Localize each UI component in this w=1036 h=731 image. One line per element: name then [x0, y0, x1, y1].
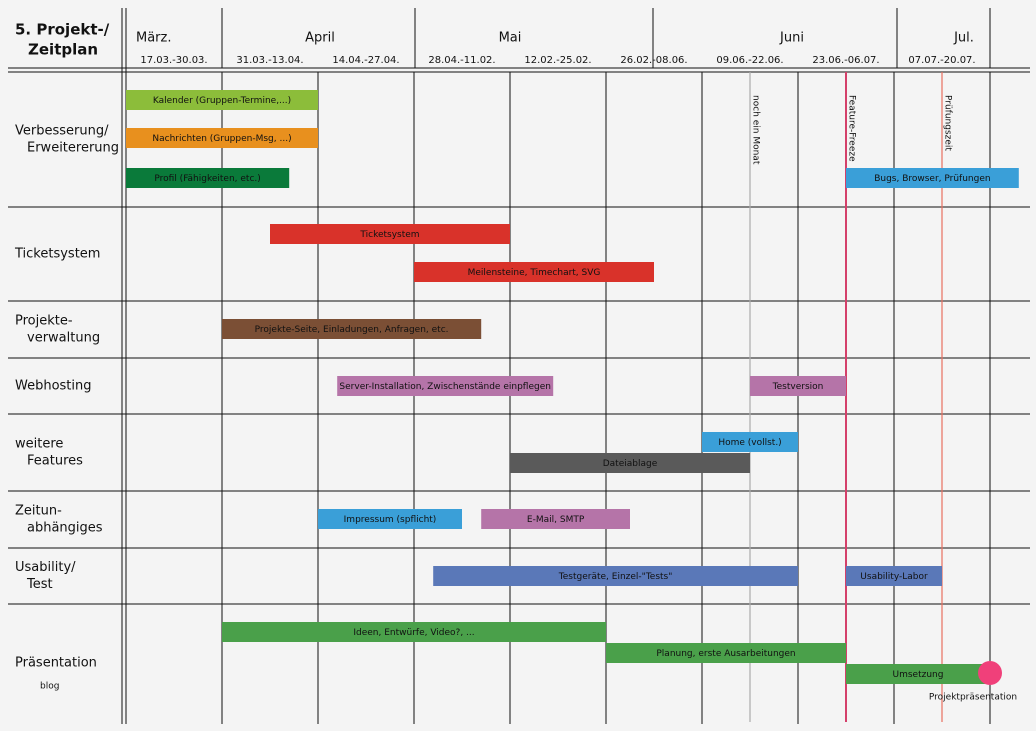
task-bar — [126, 128, 318, 148]
month-label: März. — [136, 31, 171, 46]
task-bar — [606, 643, 846, 663]
period-label: 17.03.-30.03. — [140, 55, 207, 66]
row-label: Projekte- — [15, 314, 73, 329]
period-label: 14.04.-27.04. — [332, 55, 399, 66]
month-label: April — [305, 31, 335, 46]
task-label: Impressum (spflicht) — [344, 515, 437, 525]
task-label: E-Mail, SMTP — [527, 515, 585, 525]
task-label: Planung, erste Ausarbeitungen — [656, 649, 795, 659]
task-label: Kalender (Gruppen-Termine,...) — [153, 96, 291, 106]
task-bar — [318, 509, 462, 529]
period-label: 12.02.-25.02. — [524, 55, 591, 66]
period-label: 31.03.-13.04. — [236, 55, 303, 66]
row-label: verwaltung — [27, 331, 100, 346]
period-label: 23.06.-06.07. — [812, 55, 879, 66]
period-label: 07.07.-20.07. — [908, 55, 975, 66]
marker-label: noch ein Monat — [751, 95, 761, 165]
marker-label: Feature-Freeze — [847, 95, 857, 162]
task-label: Usability-Labor — [860, 572, 928, 582]
frame — [8, 8, 1030, 724]
task-bar — [126, 90, 318, 110]
task-label: Bugs, Browser, Prüfungen — [874, 174, 990, 184]
watermark: blog — [40, 682, 59, 692]
task-label: Projekte-Seite, Einladungen, Anfragen, e… — [255, 325, 449, 335]
task-label: Nachrichten (Gruppen-Msg, ...) — [152, 134, 291, 144]
task-bar — [481, 509, 630, 529]
task-bar — [270, 224, 510, 244]
row-label: weitere — [15, 437, 63, 452]
task-bar — [126, 168, 290, 188]
row-label: Verbesserung/ — [15, 124, 109, 139]
row-label: Test — [26, 577, 53, 592]
task-bar — [846, 566, 942, 586]
month-label: Mai — [499, 31, 522, 46]
title: 5. Projekt-/ — [15, 21, 110, 39]
row-label: Webhosting — [15, 379, 92, 394]
task-label: Testversion — [772, 382, 824, 392]
task-label: Ticketsystem — [359, 230, 419, 240]
task-bar — [750, 376, 846, 396]
task-label: Dateiablage — [603, 459, 658, 469]
row-label: Usability/ — [15, 560, 76, 575]
task-bar — [222, 319, 482, 339]
row-label: Features — [27, 454, 83, 469]
task-bar — [337, 376, 554, 396]
task-label: Home (vollst.) — [718, 438, 781, 448]
row-label: Ticketsystem — [14, 247, 100, 262]
milestone-label: Projektpräsentation — [929, 693, 1017, 703]
task-bar — [846, 664, 990, 684]
task-label: Umsetzung — [893, 670, 944, 680]
period-label: 09.06.-22.06. — [716, 55, 783, 66]
milestone — [978, 661, 1002, 685]
row-label: Präsentation — [15, 656, 97, 671]
period-label: 26.02.-08.06. — [620, 55, 687, 66]
row-label: Erweitererung — [27, 141, 119, 156]
task-label: Profil (Fähigkeiten, etc.) — [154, 174, 260, 184]
task-bar — [702, 432, 798, 452]
row-label: Zeitun- — [15, 504, 62, 519]
title: Zeitplan — [28, 41, 98, 59]
period-label: 28.04.-11.02. — [428, 55, 495, 66]
task-bar — [510, 453, 750, 473]
task-label: Meilensteine, Timechart, SVG — [468, 268, 601, 278]
task-bar — [414, 262, 654, 282]
task-bar — [846, 168, 1019, 188]
row-label: abhängiges — [27, 521, 103, 536]
month-label: Juni — [779, 31, 804, 46]
marker-label: Prüfungszeit — [943, 95, 953, 151]
task-bar — [433, 566, 798, 586]
task-bar — [222, 622, 606, 642]
task-label: Server-Installation, Zwischenstände einp… — [339, 382, 551, 392]
task-label: Testgeräte, Einzel-"Tests" — [558, 572, 673, 582]
month-label: Jul. — [953, 31, 974, 46]
task-label: Ideen, Entwürfe, Video?, ... — [353, 628, 474, 638]
